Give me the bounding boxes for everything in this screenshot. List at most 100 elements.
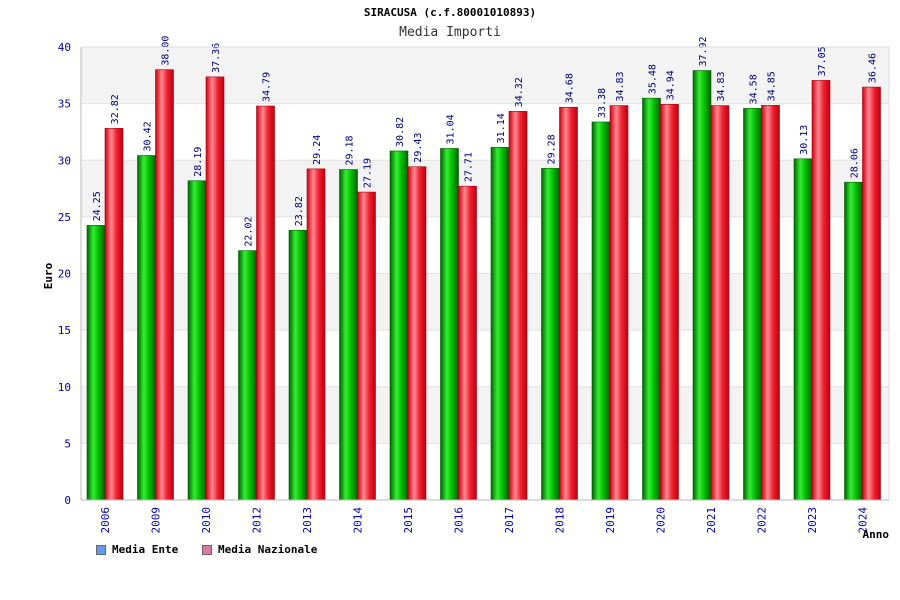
data-label: 30.13: [799, 125, 810, 155]
bar-ente: [339, 169, 358, 501]
bar-nazionale: [155, 69, 174, 501]
x-tick-label: 2015: [402, 507, 415, 534]
x-tick-label: 2023: [806, 507, 819, 534]
data-label: 36.46: [868, 53, 879, 83]
x-tick-label: 2018: [554, 507, 567, 534]
y-tick-label: 0: [64, 494, 71, 507]
bar-ente: [137, 155, 156, 501]
data-label: 31.04: [446, 114, 457, 144]
chart-title: SIRACUSA (c.f.80001010893): [363, 6, 537, 19]
bar-ente: [490, 147, 510, 501]
bar-ente: [743, 108, 762, 501]
data-label: 34.83: [615, 71, 626, 101]
data-label: 30.82: [395, 117, 406, 147]
y-tick-label: 40: [58, 41, 71, 54]
x-tick-label: 2012: [251, 507, 264, 534]
data-label: 37.92: [698, 36, 709, 66]
x-tick-label: 2013: [301, 507, 314, 534]
data-label: 27.71: [464, 152, 475, 182]
x-axis-label: Anno: [863, 528, 890, 541]
data-label: 34.79: [262, 72, 273, 102]
data-label: 28.06: [850, 148, 861, 178]
bar-nazionale: [407, 166, 427, 501]
bar-ente: [440, 148, 459, 501]
axes: [80, 46, 890, 501]
data-label: 29.28: [547, 134, 558, 164]
x-tick-label: 2024: [857, 507, 870, 534]
bar-ente: [238, 250, 257, 501]
bar-nazionale: [811, 80, 831, 501]
bar-ente: [844, 181, 863, 501]
x-tick-label: 2022: [756, 507, 769, 534]
y-tick-label: 10: [58, 381, 71, 394]
chart-subtitle: Media Importi: [399, 25, 501, 40]
data-label: 34.85: [767, 71, 778, 101]
bar-nazionale: [761, 105, 780, 501]
y-tick-label: 30: [58, 154, 71, 167]
x-tick-label: 2020: [655, 507, 668, 534]
bar-nazionale: [205, 76, 225, 501]
y-tick-label: 15: [58, 324, 71, 337]
x-tick-label: 2014: [352, 507, 365, 534]
y-axis-label: Euro: [42, 262, 55, 289]
data-label: 29.24: [312, 135, 323, 165]
legend-label-nazionale: Media Nazionale: [218, 543, 318, 556]
data-label: 29.18: [345, 135, 356, 165]
y-tick-label: 5: [64, 437, 71, 450]
bar-ente: [86, 225, 106, 501]
data-label: 23.82: [294, 196, 305, 226]
data-label: 38.00: [161, 36, 172, 66]
bar-nazionale: [710, 105, 730, 501]
x-tick-label: 2021: [705, 507, 718, 534]
bar-nazionale: [256, 105, 275, 501]
bar-nazionale: [609, 105, 629, 501]
y-tick-label: 25: [58, 211, 71, 224]
bar-nazionale: [559, 106, 578, 501]
x-tick-labels: 2006 2009 2010 2012 2013 2014 2015 2016 2017 2018…: [99, 507, 870, 534]
bar-ente: [692, 70, 712, 501]
bar-nazionale: [306, 168, 326, 501]
bar-ente: [793, 158, 813, 501]
data-label: 29.43: [413, 133, 424, 163]
x-tick-label: 2016: [453, 507, 466, 534]
x-tick-label: 2009: [150, 507, 163, 534]
bar-nazionale: [508, 111, 528, 501]
data-label: 35.48: [648, 64, 659, 94]
bar-ente: [187, 180, 207, 501]
bar-ente: [288, 229, 308, 501]
data-label: 37.36: [211, 43, 222, 73]
data-label: 30.42: [143, 121, 154, 151]
data-label: 27.19: [363, 158, 374, 188]
bar-ente: [541, 168, 560, 501]
data-label: 34.32: [514, 77, 525, 107]
data-label: 24.25: [92, 191, 103, 221]
bar-ente: [591, 121, 611, 501]
y-tick-label: 20: [58, 268, 71, 281]
x-tick-label: 2017: [503, 507, 516, 534]
bar-ente: [389, 150, 409, 501]
bar-ente: [642, 97, 661, 501]
data-label: 32.82: [110, 94, 121, 124]
legend-item-nazionale: Media Nazionale: [202, 543, 317, 556]
x-tick-label: 2010: [200, 507, 213, 534]
legend-item-ente: Media Ente: [96, 543, 178, 556]
data-label: 34.94: [666, 70, 677, 100]
legend-swatch-ente: [96, 544, 106, 555]
legend-label-ente: Media Ente: [112, 543, 179, 556]
data-label: 34.83: [716, 71, 727, 101]
data-label: 22.02: [244, 217, 255, 247]
x-tick-label: 2006: [99, 507, 112, 534]
bar-nazionale: [458, 185, 477, 501]
x-tick-label: 2019: [604, 507, 617, 534]
bars: [86, 69, 881, 501]
y-tick-labels: 0 5 10 15 20 25 30 35 40: [58, 41, 71, 507]
y-tick-label: 35: [58, 98, 71, 111]
data-label: 28.19: [193, 147, 204, 177]
data-labels: 24.25 32.82 30.42 38.00 28.19 37.36 22.02 34.79…: [92, 36, 879, 247]
bar-nazionale: [357, 191, 376, 501]
data-label: 33.38: [597, 88, 608, 118]
bar-nazionale: [862, 86, 881, 501]
data-label: 34.68: [565, 73, 576, 103]
data-label: 31.14: [496, 113, 507, 143]
